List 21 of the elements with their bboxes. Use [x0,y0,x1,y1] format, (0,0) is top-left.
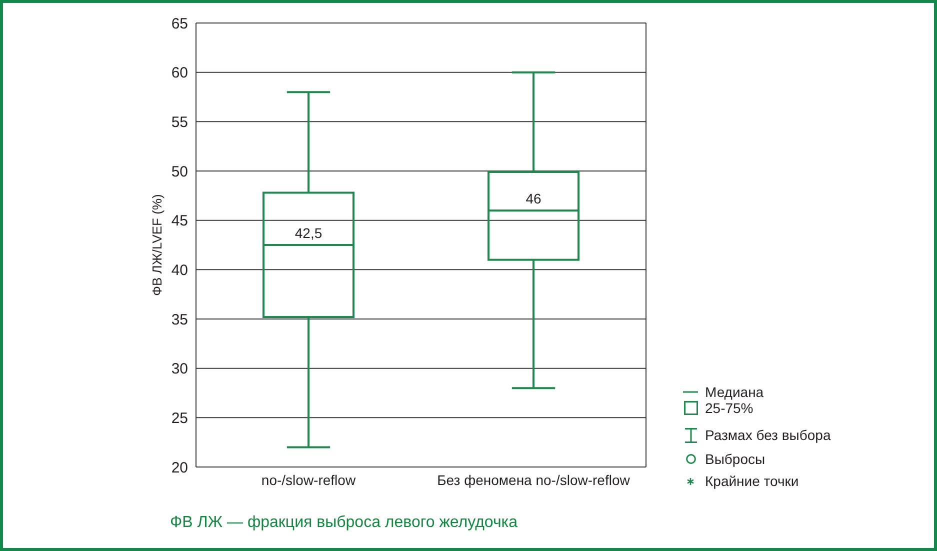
text: 25-75% [705,400,754,417]
y-tick-label: 65 [171,15,188,32]
y-tick-label: 55 [171,114,188,131]
y-tick-label: 30 [171,360,188,378]
text: Медиана [705,383,764,401]
text: Выбросы [705,450,766,468]
text: Размах без выбора [705,426,831,444]
text: Крайние точки [705,472,799,490]
y-tick-label: 60 [171,64,188,82]
y-tick-label: 50 [171,163,188,180]
text: ФВ ЛЖ — фракция выброса левого желудочка [170,513,518,533]
text: 42,5 [294,225,322,241]
x-tick-label: no-/slow-reflow [261,472,356,488]
y-tick-label: 20 [171,459,188,476]
y-tick-label: 45 [171,212,188,230]
y-tick-label: 25 [171,410,188,427]
x-tick-label: Без феномена no-/slow-reflow [437,472,631,488]
y-axis-title: ФВ ЛЖ/LVEF (%) [150,194,164,296]
y-tick-label: 35 [171,311,188,328]
y-tick-label: 40 [171,262,188,279]
text: 46 [526,190,542,206]
